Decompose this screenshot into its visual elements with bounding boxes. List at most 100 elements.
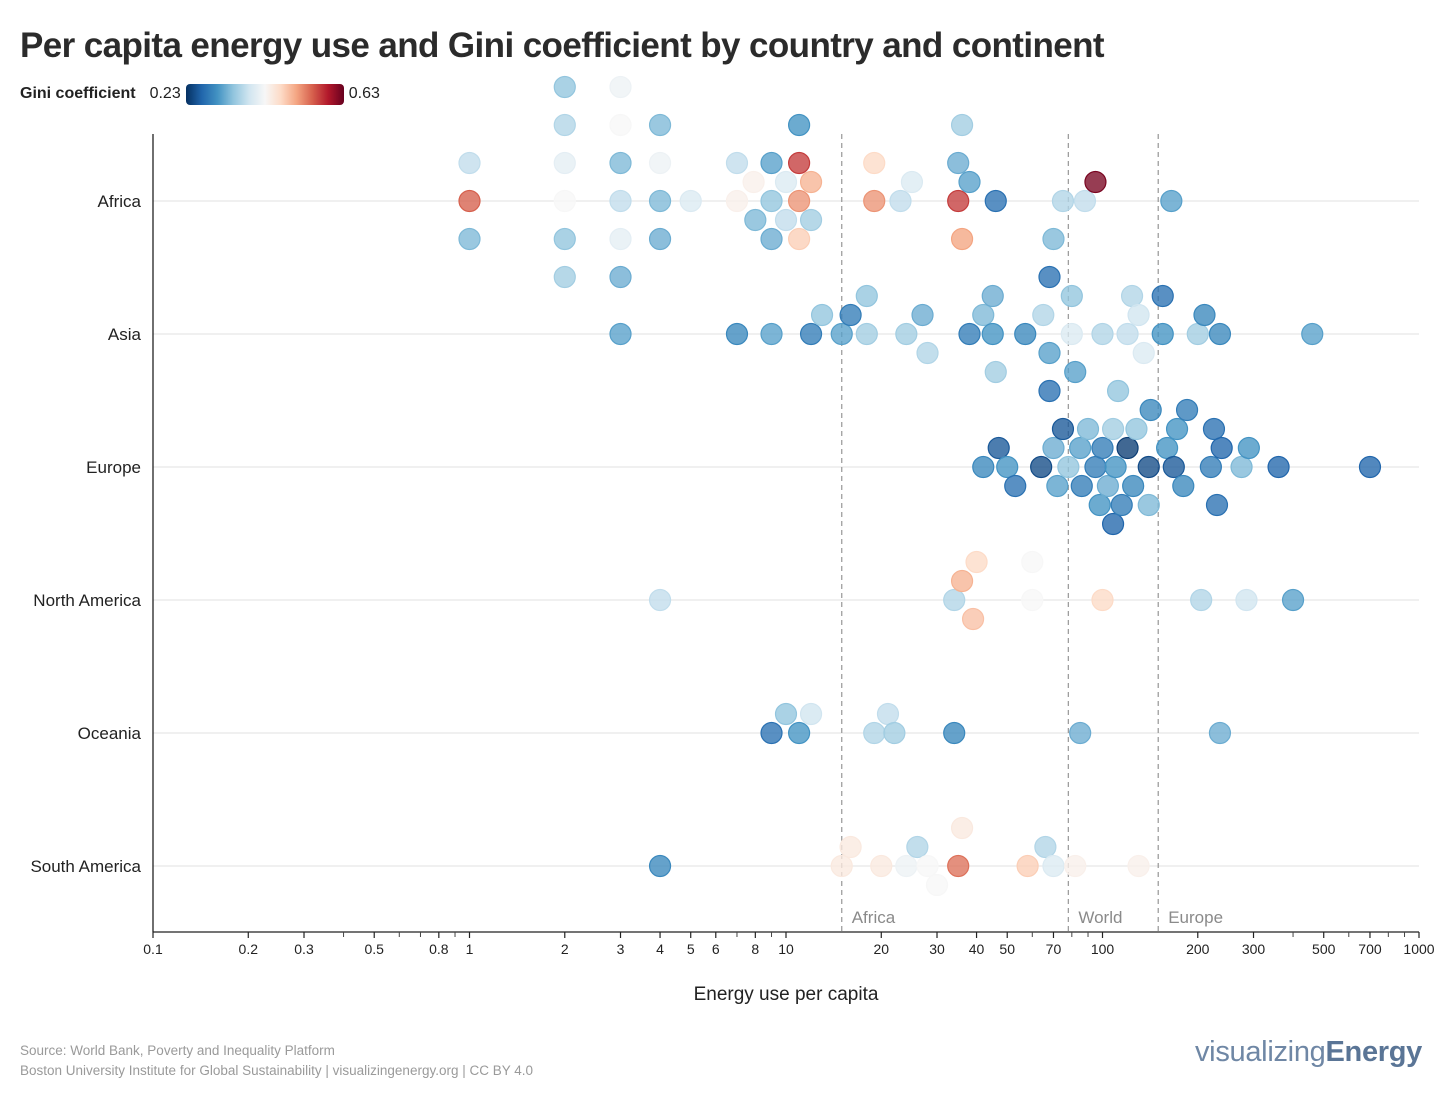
data-point [810, 303, 834, 327]
data-point [648, 588, 672, 612]
data-point [972, 303, 995, 327]
data-point [1064, 360, 1087, 384]
data-point [1235, 588, 1258, 612]
data-point [916, 854, 939, 878]
data-point [774, 170, 798, 194]
category-label: Europe [86, 458, 141, 477]
data-point [799, 702, 823, 726]
data-point [947, 854, 970, 878]
data-point [1125, 417, 1148, 441]
data-point [1064, 854, 1087, 878]
data-point [1127, 854, 1150, 878]
x-tick-label: 5 [687, 941, 695, 957]
data-point [830, 322, 853, 346]
category-label: Africa [98, 192, 142, 211]
data-point [553, 113, 576, 137]
data-point [1132, 341, 1155, 365]
color-legend: Gini coefficient 0.23 0.63 [20, 82, 380, 106]
data-point [1034, 835, 1057, 859]
data-point [876, 702, 900, 726]
data-point [1186, 322, 1209, 346]
data-point [1175, 398, 1199, 422]
legend-title: Gini coefficient [20, 85, 136, 102]
data-point [1127, 303, 1150, 327]
data-point [1122, 474, 1145, 498]
data-point [1073, 189, 1097, 213]
data-point [972, 455, 995, 479]
source-note: Source: World Bank, Poverty and Inequali… [20, 1041, 533, 1081]
data-point [725, 151, 749, 175]
data-point [1030, 455, 1053, 479]
category-label: North America [33, 591, 141, 610]
data-point [799, 322, 823, 346]
data-point [1042, 436, 1065, 460]
data-point [774, 702, 798, 726]
data-point [553, 227, 576, 251]
data-point [553, 265, 576, 289]
data-point [1193, 303, 1216, 327]
x-tick-label: 4 [656, 941, 664, 957]
source-line-1: Source: World Bank, Poverty and Inequali… [20, 1043, 335, 1058]
data-point [1038, 265, 1061, 289]
reference-line-label: Africa [852, 908, 896, 927]
x-tick-label: 500 [1312, 941, 1336, 957]
data-point [984, 189, 1007, 213]
data-point [725, 322, 749, 346]
data-point [1358, 455, 1382, 479]
data-point [788, 227, 811, 251]
data-point [648, 189, 672, 213]
x-tick-label: 50 [999, 941, 1015, 957]
chart-title: Per capita energy use and Gini coefficie… [20, 26, 1105, 65]
x-tick-label: 40 [969, 941, 985, 957]
data-point [609, 227, 632, 251]
data-point [906, 835, 929, 859]
data-point [609, 75, 632, 99]
x-tick-label: 300 [1242, 941, 1266, 957]
data-point [1210, 436, 1233, 460]
data-point [943, 588, 966, 612]
data-point [458, 189, 481, 213]
data-point [895, 854, 918, 878]
x-tick-label: 200 [1186, 941, 1210, 957]
data-point [1014, 322, 1037, 346]
data-point [958, 322, 981, 346]
x-tick-label: 8 [751, 941, 759, 957]
data-point [1116, 436, 1139, 460]
data-point [925, 873, 949, 897]
data-point [839, 303, 862, 327]
data-point [744, 208, 767, 232]
category-label: Asia [108, 325, 142, 344]
data-point [1051, 417, 1075, 441]
data-point [1091, 588, 1114, 612]
data-point [1106, 379, 1130, 403]
data-point [1208, 322, 1232, 346]
legend-max-label: 0.63 [348, 85, 380, 102]
data-point [863, 721, 886, 745]
data-point [553, 189, 576, 213]
data-point [961, 607, 985, 631]
data-point [1137, 455, 1160, 479]
data-point [830, 854, 853, 878]
brand-logo: visualizingEnergy [1195, 1036, 1422, 1069]
data-point [679, 189, 702, 213]
x-tick-label: 0.3 [294, 941, 314, 957]
data-point [648, 227, 672, 251]
data-point [1160, 189, 1183, 213]
data-point [943, 721, 966, 745]
data-point [609, 265, 632, 289]
data-point [648, 854, 672, 878]
data-point [1137, 493, 1160, 517]
data-point [1208, 721, 1232, 745]
data-point [799, 170, 823, 194]
data-point [1091, 436, 1114, 460]
category-label: South America [30, 857, 141, 876]
data-point [889, 189, 912, 213]
data-point [1042, 854, 1065, 878]
x-tick-label: 100 [1091, 941, 1115, 957]
data-point [1101, 512, 1125, 536]
data-point [760, 322, 783, 346]
x-tick-label: 0.5 [364, 941, 384, 957]
data-point [1070, 474, 1093, 498]
data-point [553, 75, 576, 99]
